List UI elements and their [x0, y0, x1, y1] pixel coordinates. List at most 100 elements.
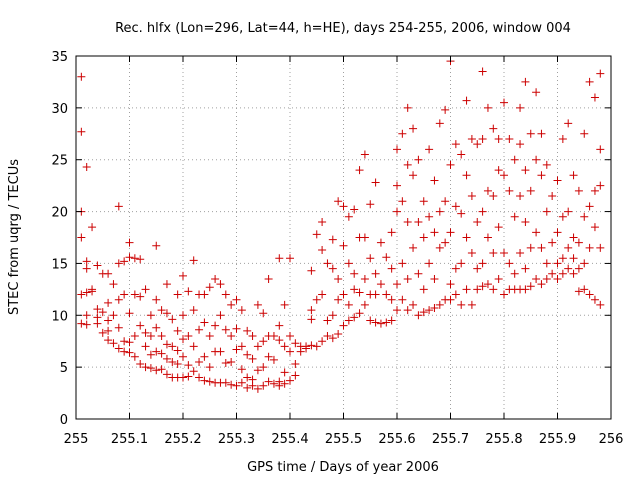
data-point	[82, 320, 91, 329]
data-point	[403, 274, 412, 283]
data-point	[189, 367, 198, 376]
y-tick-labels: 0 5 10 15 20 25 30 35	[51, 50, 68, 428]
data-point	[500, 98, 508, 107]
data-point	[473, 140, 482, 149]
data-point	[590, 223, 599, 232]
data-point	[318, 245, 327, 254]
data-point	[446, 228, 455, 237]
data-point	[355, 166, 364, 175]
data-point	[537, 280, 546, 289]
data-point	[564, 207, 573, 216]
data-point	[136, 360, 145, 369]
data-point	[253, 300, 262, 309]
data-point	[280, 379, 289, 388]
data-point	[109, 280, 118, 289]
data-point	[393, 207, 401, 216]
data-point	[125, 348, 134, 357]
data-point	[419, 197, 428, 206]
data-point	[366, 316, 375, 325]
data-point	[505, 134, 514, 143]
data-point	[451, 264, 460, 273]
data-point	[104, 336, 113, 345]
data-point	[542, 160, 551, 169]
data-point	[553, 228, 562, 237]
data-point	[371, 318, 380, 327]
data-point	[521, 217, 530, 226]
data-point	[130, 332, 139, 341]
data-point	[360, 233, 369, 242]
data-point	[451, 202, 460, 211]
data-point	[93, 261, 102, 270]
data-point	[162, 340, 171, 349]
data-point	[393, 145, 401, 154]
y-tick-label: 5	[60, 361, 68, 376]
data-point	[366, 200, 375, 209]
data-point	[446, 280, 455, 289]
data-point	[146, 364, 155, 373]
data-point	[232, 345, 241, 354]
data-point	[323, 259, 332, 268]
data-point	[125, 309, 134, 318]
data-point	[435, 207, 444, 216]
data-point	[237, 365, 246, 374]
x-axis-label: GPS time / Days of year 2006	[247, 460, 439, 475]
data-point	[558, 212, 567, 221]
data-point	[211, 274, 220, 283]
data-point	[569, 171, 578, 180]
data-point	[189, 306, 198, 315]
x-tick-label: 256	[599, 432, 624, 447]
data-point	[516, 103, 525, 112]
data-point	[467, 134, 476, 143]
data-point	[494, 134, 503, 143]
data-point	[179, 335, 187, 344]
data-point	[114, 323, 123, 332]
data-point	[307, 341, 316, 350]
data-point	[221, 290, 230, 299]
data-point	[104, 298, 113, 307]
x-tick-label: 255.1	[111, 432, 148, 447]
data-point	[376, 280, 385, 289]
data-point	[312, 295, 321, 304]
data-point	[478, 259, 487, 268]
data-point	[478, 67, 487, 76]
data-point	[136, 292, 145, 301]
data-point	[98, 308, 107, 317]
x-tick-label: 255	[64, 432, 89, 447]
data-point	[221, 325, 230, 334]
data-point	[425, 212, 434, 221]
data-point	[580, 285, 589, 294]
data-point	[409, 300, 418, 309]
data-point	[574, 238, 583, 247]
data-points	[77, 57, 605, 393]
data-point	[435, 119, 444, 128]
data-point	[542, 274, 551, 283]
data-point	[398, 259, 407, 268]
data-point	[542, 207, 551, 216]
data-point	[162, 370, 171, 379]
data-point	[114, 295, 123, 304]
data-point	[179, 373, 187, 382]
data-point	[275, 321, 284, 330]
data-point	[120, 347, 129, 356]
data-point	[489, 192, 498, 201]
data-point	[200, 376, 209, 385]
data-point	[141, 363, 150, 372]
data-point	[425, 259, 434, 268]
data-point	[189, 342, 198, 351]
data-point	[360, 150, 369, 159]
data-point	[275, 336, 284, 345]
data-point	[328, 334, 337, 343]
data-point	[275, 377, 284, 386]
data-point	[162, 309, 171, 318]
data-point	[82, 288, 91, 297]
data-point	[585, 202, 594, 211]
data-point	[152, 366, 161, 375]
data-point	[221, 378, 230, 387]
data-point	[88, 287, 97, 296]
data-point	[462, 171, 471, 180]
data-point	[173, 326, 182, 335]
data-point	[446, 295, 455, 304]
data-point	[585, 77, 594, 86]
